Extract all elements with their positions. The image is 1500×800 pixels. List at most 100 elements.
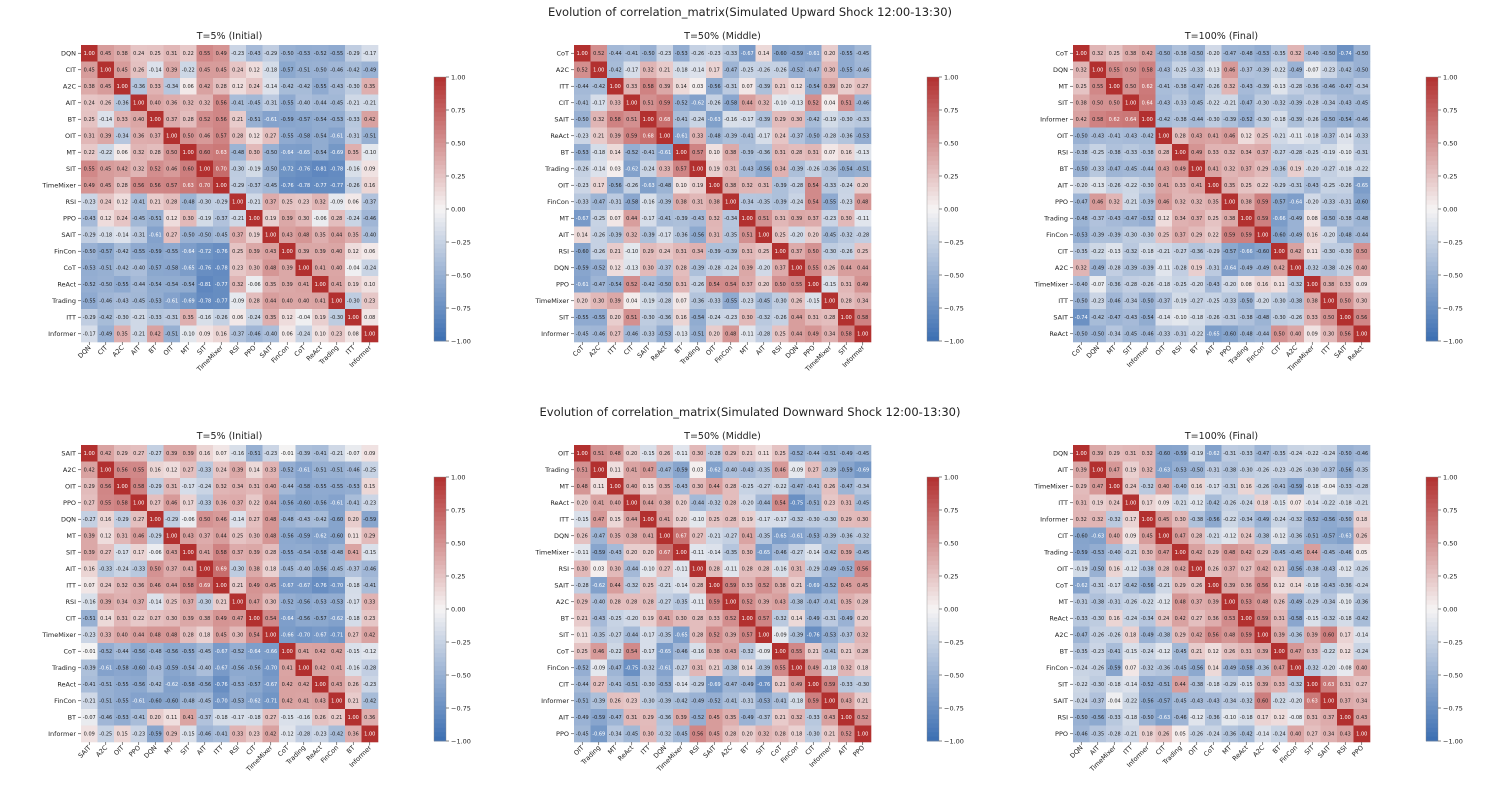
- cell-value-label: 0.45: [199, 68, 210, 74]
- cell-value-label: 0.21: [791, 583, 802, 589]
- heatmap-cell: [213, 243, 230, 260]
- heatmap-cell: [246, 292, 263, 310]
- cell-value-label: -0.64: [1289, 200, 1302, 206]
- cell-value-label: -0.11: [675, 567, 688, 573]
- heatmap-cell: [821, 111, 839, 128]
- cell-value-label: 1.00: [1109, 84, 1120, 90]
- heatmap-cell: [623, 210, 641, 227]
- heatmap-cell: [246, 78, 263, 95]
- cell-value-label: 0.34: [1323, 732, 1334, 738]
- cell-value-label: -0.15: [347, 649, 360, 655]
- cell-value-label: 0.58: [643, 84, 654, 90]
- heatmap-cell: [196, 325, 214, 343]
- cell-value-label: 0.09: [199, 332, 210, 338]
- y-tick-label: DQN: [1053, 66, 1068, 74]
- cell-value-label: 0.33: [709, 616, 720, 622]
- cell-value-label: 0.58: [857, 315, 868, 321]
- cell-value-label: 0.42: [117, 167, 128, 173]
- heatmap-cell: [590, 78, 608, 95]
- colorbar-segment: [927, 103, 939, 109]
- heatmap-cell: [607, 243, 624, 260]
- heatmap-cell: [772, 243, 789, 260]
- cell-value-label: -0.30: [231, 567, 244, 573]
- cell-value-label: -0.15: [1306, 616, 1319, 622]
- cell-value-label: -0.35: [724, 550, 737, 556]
- heatmap-cell: [163, 325, 181, 343]
- cell-value-label: -0.23: [823, 216, 836, 222]
- cell-value-label: 0.48: [265, 517, 276, 523]
- cell-value-label: -0.47: [1256, 451, 1269, 457]
- cell-value-label: -0.23: [576, 134, 589, 140]
- cell-value-label: 0.39: [1076, 468, 1087, 474]
- cell-value-label: -0.52: [1141, 216, 1154, 222]
- cell-value-label: -0.39: [691, 266, 704, 272]
- cell-value-label: -0.35: [757, 534, 770, 540]
- cell-value-label: -0.59: [149, 732, 162, 738]
- cell-value-label: -0.13: [1207, 68, 1220, 74]
- heatmap-cell: [755, 45, 773, 62]
- cell-value-label: 0.62: [1142, 84, 1153, 90]
- cell-value-label: -0.31: [264, 101, 277, 107]
- heatmap-cell: [114, 177, 131, 194]
- heatmap-cell: [312, 45, 329, 62]
- cell-value-label: -0.43: [1108, 216, 1121, 222]
- cell-value-label: -0.18: [675, 68, 688, 74]
- colorbar-segment: [434, 679, 446, 685]
- cell-value-label: 0.25: [232, 534, 243, 540]
- heatmap-cell: [590, 243, 608, 260]
- heatmap-cell: [755, 177, 773, 194]
- cell-value-label: 0.40: [1356, 266, 1367, 272]
- heatmap-cell: [788, 160, 806, 178]
- cell-value-label: -0.01: [281, 451, 294, 457]
- heatmap-cell: [328, 210, 346, 227]
- heatmap-cell: [739, 177, 756, 194]
- cell-value-label: 0.11: [348, 534, 359, 540]
- x-tick-label: ITT: [1122, 744, 1135, 757]
- colorbar-segment: [434, 600, 446, 605]
- cell-value-label: -0.56: [165, 649, 178, 655]
- y-tick-label: DQN: [61, 49, 76, 57]
- colorbar-segment: [434, 521, 446, 526]
- cell-value-label: 0.16: [150, 468, 161, 474]
- cell-value-label: 0.40: [117, 633, 128, 639]
- heatmap-cell: [689, 243, 707, 260]
- heatmap-cell: [229, 45, 247, 62]
- cell-value-label: -0.52: [592, 266, 605, 272]
- cell-value-label: -0.18: [264, 68, 277, 74]
- cell-value-label: 0.35: [610, 534, 621, 540]
- cell-value-label: 0.25: [1208, 216, 1219, 222]
- cell-value-label: 0.38: [117, 51, 128, 57]
- cell-value-label: -0.22: [1207, 101, 1220, 107]
- heatmap-cell: [180, 45, 197, 62]
- heatmap-cell: [673, 61, 690, 79]
- heatmap-cell: [279, 61, 296, 79]
- cell-value-label: 0.30: [249, 534, 260, 540]
- cell-value-label: 0.20: [577, 501, 588, 507]
- cell-value-label: 0.32: [742, 183, 753, 189]
- heatmap-cell: [706, 243, 723, 260]
- cell-value-label: -0.40: [132, 266, 145, 272]
- cell-value-label: -0.35: [1355, 468, 1368, 474]
- heatmap-cell: [262, 292, 280, 310]
- cell-value-label: 0.39: [1224, 583, 1235, 589]
- cell-value-label: 0.23: [824, 501, 835, 507]
- cell-value-label: -0.17: [757, 517, 770, 523]
- cell-value-label: -0.46: [625, 332, 638, 338]
- cell-value-label: -0.38: [1223, 468, 1236, 474]
- heatmap-cell: [772, 276, 789, 293]
- cell-value-label: 0.14: [791, 616, 802, 622]
- heatmap-cell: [345, 276, 362, 293]
- cell-value-label: -0.30: [198, 600, 211, 606]
- cell-value-label: -0.40: [297, 101, 310, 107]
- cell-value-label: -0.33: [1108, 715, 1121, 721]
- cell-value-label: -0.48: [1075, 216, 1088, 222]
- colorbar-segment: [1426, 266, 1438, 271]
- cell-value-label: 0.46: [150, 583, 161, 589]
- cell-value-label: 0.38: [676, 200, 687, 206]
- cell-value-label: 0.06: [183, 84, 194, 90]
- cell-value-label: 0.55: [100, 501, 111, 507]
- heatmap-cell: [312, 276, 329, 293]
- colorbar-segment: [927, 648, 939, 654]
- y-tick-label: A2C: [63, 466, 77, 474]
- heatmap-cell: [163, 193, 181, 211]
